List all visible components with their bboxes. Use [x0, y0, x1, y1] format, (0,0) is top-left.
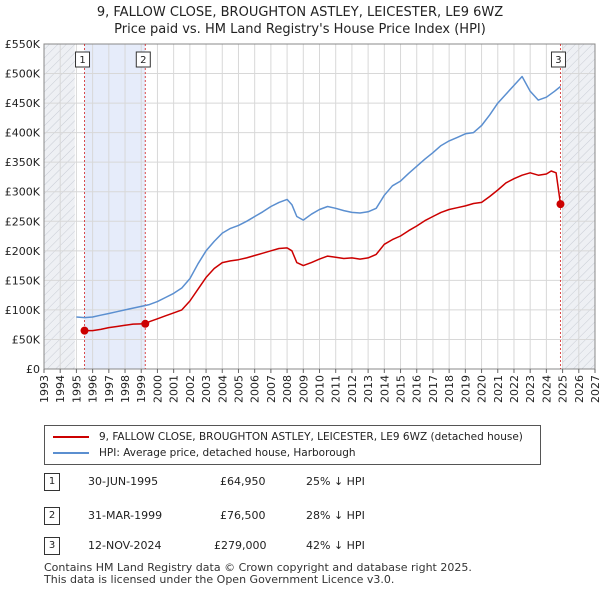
- transaction-label-number: 2: [140, 55, 146, 66]
- transaction-label-number: 3: [555, 55, 561, 66]
- x-tick-label: 2021: [492, 375, 505, 403]
- y-tick-label: £0: [26, 363, 40, 376]
- x-tick-label: 2019: [459, 375, 472, 403]
- x-tick-label: 1994: [54, 375, 67, 403]
- x-tick-label: 2016: [411, 375, 424, 403]
- hatched-region: [44, 44, 75, 369]
- x-tick-label: 1998: [119, 375, 132, 403]
- transaction-label-box: [135, 51, 151, 68]
- property-series-line: [84, 170, 562, 332]
- transaction-date: 12-NOV-2024: [88, 539, 162, 552]
- legend-item-property: 9, FALLOW CLOSE, BROUGHTON ASTLEY, LEICE…: [53, 431, 523, 443]
- y-tick-label: £150K: [5, 274, 41, 287]
- x-tick-label: 2013: [362, 375, 375, 403]
- shaded-region: [84, 44, 146, 369]
- y-tick-label: £350K: [5, 156, 41, 169]
- x-tick-label: 2020: [476, 375, 489, 403]
- transaction-label-number: 1: [79, 55, 85, 66]
- legend-item-hpi: HPI: Average price, detached house, Harb…: [53, 447, 356, 459]
- x-tick-label: 1999: [135, 375, 148, 403]
- x-tick-label: 2017: [427, 375, 440, 403]
- chart-legend: 9, FALLOW CLOSE, BROUGHTON ASTLEY, LEICE…: [44, 425, 541, 465]
- x-tick-label: 1997: [103, 375, 116, 403]
- transaction-point: [80, 326, 89, 335]
- x-tick-label: 2007: [265, 375, 278, 403]
- hpi-series-line: [76, 75, 561, 319]
- transaction-label-box: [75, 51, 91, 68]
- x-tick-label: 2002: [184, 375, 197, 403]
- table-row: 2 31-MAR-1999 £76,500 28% ↓ HPI: [44, 507, 464, 527]
- y-tick-label: £550K: [5, 38, 41, 51]
- x-tick-label: 2008: [281, 375, 294, 403]
- x-tick-label: 2006: [249, 375, 262, 403]
- transaction-hpi-diff: 42% ↓ HPI: [306, 539, 365, 552]
- y-tick-label: £450K: [5, 97, 41, 110]
- y-tick-label: £50K: [12, 333, 41, 346]
- chart-subtitle: Price paid vs. HM Land Registry's House …: [114, 22, 486, 37]
- x-tick-label: 2011: [330, 375, 343, 403]
- transaction-price: £76,500: [220, 509, 266, 522]
- transaction-price: £279,000: [214, 539, 267, 552]
- transaction-point: [556, 200, 565, 209]
- x-tick-label: 2015: [395, 375, 408, 403]
- x-tick-label: 2024: [540, 375, 553, 403]
- x-tick-label: 2025: [557, 375, 570, 403]
- transaction-number-badge: 2: [44, 507, 60, 525]
- transaction-hpi-diff: 28% ↓ HPI: [306, 509, 365, 522]
- x-tick-label: 1995: [70, 375, 83, 403]
- x-tick-label: 2009: [297, 375, 310, 403]
- x-tick-label: 2023: [524, 375, 537, 403]
- transaction-label-box: [550, 51, 566, 68]
- legend-swatch-hpi: [53, 452, 89, 454]
- table-row: 3 12-NOV-2024 £279,000 42% ↓ HPI: [44, 537, 464, 557]
- transaction-point: [141, 319, 150, 328]
- table-row: 1 30-JUN-1995 £64,950 25% ↓ HPI: [44, 473, 464, 493]
- legend-swatch-property: [53, 436, 89, 438]
- x-tick-label: 2018: [443, 375, 456, 403]
- transaction-hpi-diff: 25% ↓ HPI: [306, 475, 365, 488]
- y-tick-label: £100K: [5, 304, 41, 317]
- x-tick-label: 2010: [314, 375, 327, 403]
- x-tick-label: 1996: [87, 375, 100, 403]
- x-tick-label: 2026: [573, 375, 586, 403]
- chart-title: 9, FALLOW CLOSE, BROUGHTON ASTLEY, LEICE…: [96, 5, 504, 20]
- x-tick-label: 2014: [378, 375, 391, 403]
- y-tick-label: £300K: [5, 186, 41, 199]
- transaction-price: £64,950: [220, 475, 266, 488]
- transaction-number-badge: 3: [44, 537, 60, 555]
- legend-label-hpi: HPI: Average price, detached house, Harb…: [99, 447, 356, 459]
- y-tick-label: £500K: [5, 68, 41, 81]
- y-tick-label: £250K: [5, 215, 41, 228]
- x-tick-label: 2027: [589, 375, 600, 403]
- x-tick-label: 2000: [151, 375, 164, 403]
- x-tick-label: 2022: [508, 375, 521, 403]
- x-tick-label: 2003: [200, 375, 213, 403]
- y-tick-label: £200K: [5, 245, 41, 258]
- x-tick-label: 2012: [346, 375, 359, 403]
- transaction-date: 31-MAR-1999: [88, 509, 163, 522]
- x-tick-label: 2004: [216, 375, 229, 403]
- x-tick-label: 1993: [38, 375, 51, 403]
- footer-licence: This data is licensed under the Open Gov…: [44, 573, 395, 586]
- y-tick-label: £400K: [5, 127, 41, 140]
- price-chart: £0 £50K £100K £150K £200K £250K £300K £350K £400…: [5, 38, 600, 403]
- x-tick-label: 2005: [232, 375, 245, 403]
- x-tick-label: 2001: [168, 375, 181, 403]
- transaction-date: 30-JUN-1995: [88, 475, 159, 488]
- transaction-number-badge: 1: [44, 473, 60, 491]
- footer-copyright: Contains HM Land Registry data © Crown c…: [44, 561, 472, 574]
- legend-label-property: 9, FALLOW CLOSE, BROUGHTON ASTLEY, LEICE…: [99, 431, 523, 443]
